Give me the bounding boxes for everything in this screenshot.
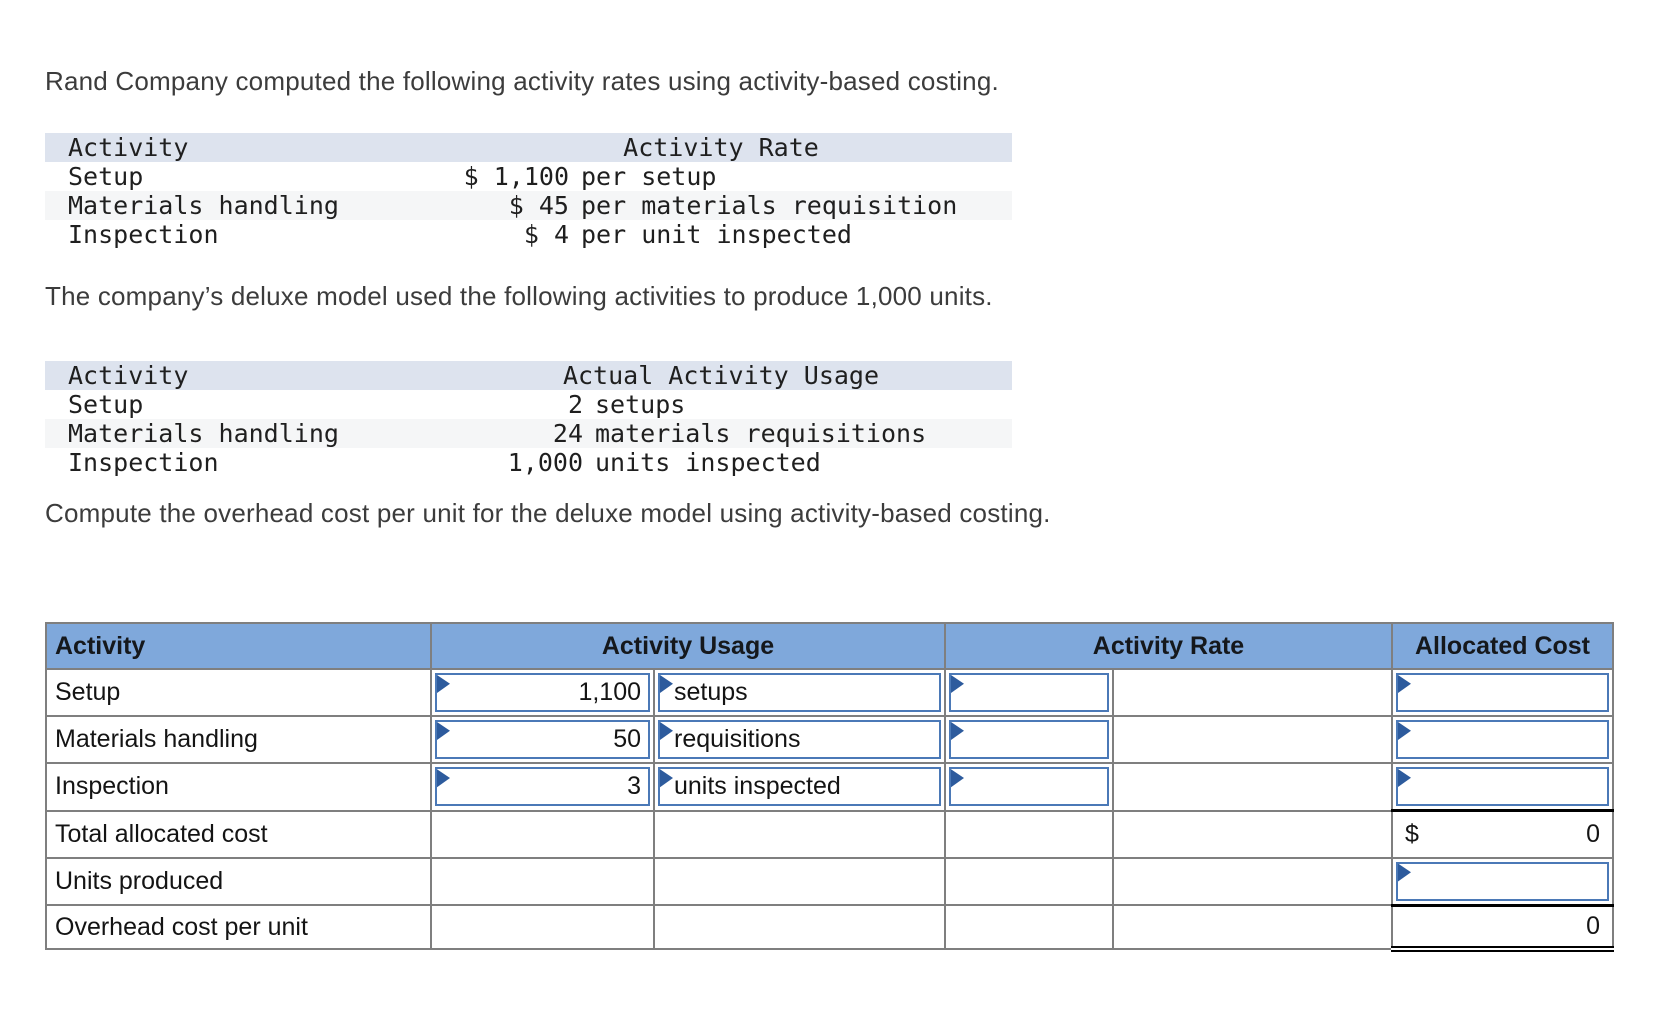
intro-text: The company’s deluxe model used the foll…	[45, 281, 993, 311]
row-rate-amount: $ 45	[508, 191, 569, 220]
row-rate-amount: $ 1,100	[463, 162, 569, 191]
usage-unit-input[interactable]: requisitions	[658, 720, 941, 759]
table-row-total-allocated-cost: Total allocated cost $ 0	[45, 809, 1614, 859]
row-rate-basis: per setup	[581, 162, 717, 191]
usage-header-activity: Activity	[68, 361, 189, 390]
empty-cell	[944, 904, 1114, 950]
rates-header-row: Activity Activity Rate	[45, 133, 1012, 162]
empty-cell	[653, 809, 946, 859]
usage-value-input[interactable]: 3	[435, 767, 650, 807]
empty-cell	[430, 809, 655, 859]
allocated-cost-input[interactable]	[1396, 673, 1609, 712]
row-rate-basis: per materials requisition	[581, 191, 958, 220]
activity-rate-input[interactable]	[949, 767, 1109, 807]
empty-cell	[1112, 668, 1393, 717]
row-label: Setup	[45, 668, 432, 717]
header-activity-rate: Activity Rate	[944, 622, 1393, 670]
answer-flag-icon	[951, 675, 964, 693]
allocated-cost-input[interactable]	[1396, 767, 1609, 806]
answer-flag-icon	[1398, 769, 1411, 787]
row-usage-unit: units inspected	[595, 448, 821, 477]
row-label: Materials handling	[45, 715, 432, 764]
overhead-cost-per-unit-cell: 0	[1391, 903, 1614, 952]
answer-header-row: Activity Activity Usage Activity Rate Al…	[45, 622, 1614, 670]
header-allocated-cost: Allocated Cost	[1391, 622, 1614, 670]
empty-cell	[653, 856, 946, 906]
empty-cell	[430, 904, 655, 950]
intro-text: Rand Company computed the following acti…	[45, 66, 999, 96]
rates-header-activity: Activity	[68, 133, 189, 162]
empty-cell	[1112, 856, 1393, 906]
units-produced-input[interactable]	[1396, 861, 1609, 901]
table-row: Inspection $ 4 per unit inspected	[45, 220, 1012, 249]
empty-cell	[1112, 762, 1393, 812]
table-row: Setup $ 1,100 per setup	[45, 162, 1012, 191]
header-activity: Activity	[45, 622, 432, 670]
usage-value-input[interactable]: 1,100	[435, 673, 650, 712]
currency-symbol: $	[1405, 819, 1419, 848]
row-usage-unit: setups	[595, 390, 686, 419]
row-usage-amount: 2	[567, 390, 583, 419]
table-row-setup: Setup 1,100 setups	[45, 668, 1614, 717]
answer-flag-icon	[1398, 675, 1411, 693]
row-rate-basis: per unit inspected	[581, 220, 852, 249]
activity-rate-input[interactable]	[949, 720, 1109, 759]
table-row: Setup 2 setups	[45, 390, 1012, 419]
row-usage-amount: 24	[552, 419, 583, 448]
overhead-computation-table: Activity Activity Usage Activity Rate Al…	[45, 622, 1614, 952]
activity-rates-table: Activity Activity Rate Setup $ 1,100 per…	[45, 133, 1012, 249]
allocated-cost-input[interactable]	[1396, 720, 1609, 759]
rates-header-rate: Activity Rate	[623, 133, 819, 162]
table-row-materials-handling: Materials handling 50 requisitions	[45, 715, 1614, 764]
row-usage-unit: materials requisitions	[595, 419, 927, 448]
empty-cell	[1112, 715, 1393, 764]
table-row: Materials handling 24 materials requisit…	[45, 419, 1012, 448]
usage-unit-input[interactable]: setups	[658, 673, 941, 712]
table-row: Inspection 1,000 units inspected	[45, 448, 1012, 477]
empty-cell	[944, 809, 1114, 859]
empty-cell	[1112, 904, 1393, 950]
total-allocated-value: 0	[1586, 819, 1600, 848]
empty-cell	[1112, 809, 1393, 859]
row-activity: Materials handling	[68, 419, 339, 448]
total-allocated-cost-cell: $ 0	[1391, 809, 1614, 859]
row-activity: Setup	[68, 390, 144, 419]
row-activity: Inspection	[68, 220, 219, 249]
row-label: Units produced	[45, 856, 432, 906]
table-row: Materials handling $ 45 per materials re…	[45, 191, 1012, 220]
row-activity: Materials handling	[68, 191, 339, 220]
header-activity-usage: Activity Usage	[430, 622, 946, 670]
table-row-units-produced: Units produced	[45, 856, 1614, 906]
row-activity: Setup	[68, 162, 144, 191]
row-label: Total allocated cost	[45, 809, 432, 859]
usage-header-usage: Actual Activity Usage	[562, 361, 880, 390]
usage-value-input[interactable]: 50	[435, 720, 650, 759]
table-row-overhead-cost-per-unit: Overhead cost per unit 0	[45, 903, 1614, 952]
row-activity: Inspection	[68, 448, 219, 477]
activity-rate-input[interactable]	[949, 673, 1109, 712]
row-usage-amount: 1,000	[507, 448, 583, 477]
empty-cell	[430, 856, 655, 906]
instruction-text: Compute the overhead cost per unit for t…	[45, 498, 1051, 528]
usage-unit-input[interactable]: units inspected	[658, 767, 941, 807]
answer-flag-icon	[1398, 722, 1411, 740]
activity-usage-table: Activity Actual Activity Usage Setup 2 s…	[45, 361, 1012, 477]
answer-flag-icon	[951, 722, 964, 740]
row-rate-amount: $ 4	[523, 220, 569, 249]
answer-flag-icon	[951, 769, 964, 788]
row-label: Inspection	[45, 762, 432, 812]
empty-cell	[653, 904, 946, 950]
table-row-inspection: Inspection 3 units inspected	[45, 762, 1614, 812]
row-label: Overhead cost per unit	[45, 904, 432, 950]
usage-header-row: Activity Actual Activity Usage	[45, 361, 1012, 390]
empty-cell	[944, 856, 1114, 906]
answer-flag-icon	[1398, 863, 1411, 882]
